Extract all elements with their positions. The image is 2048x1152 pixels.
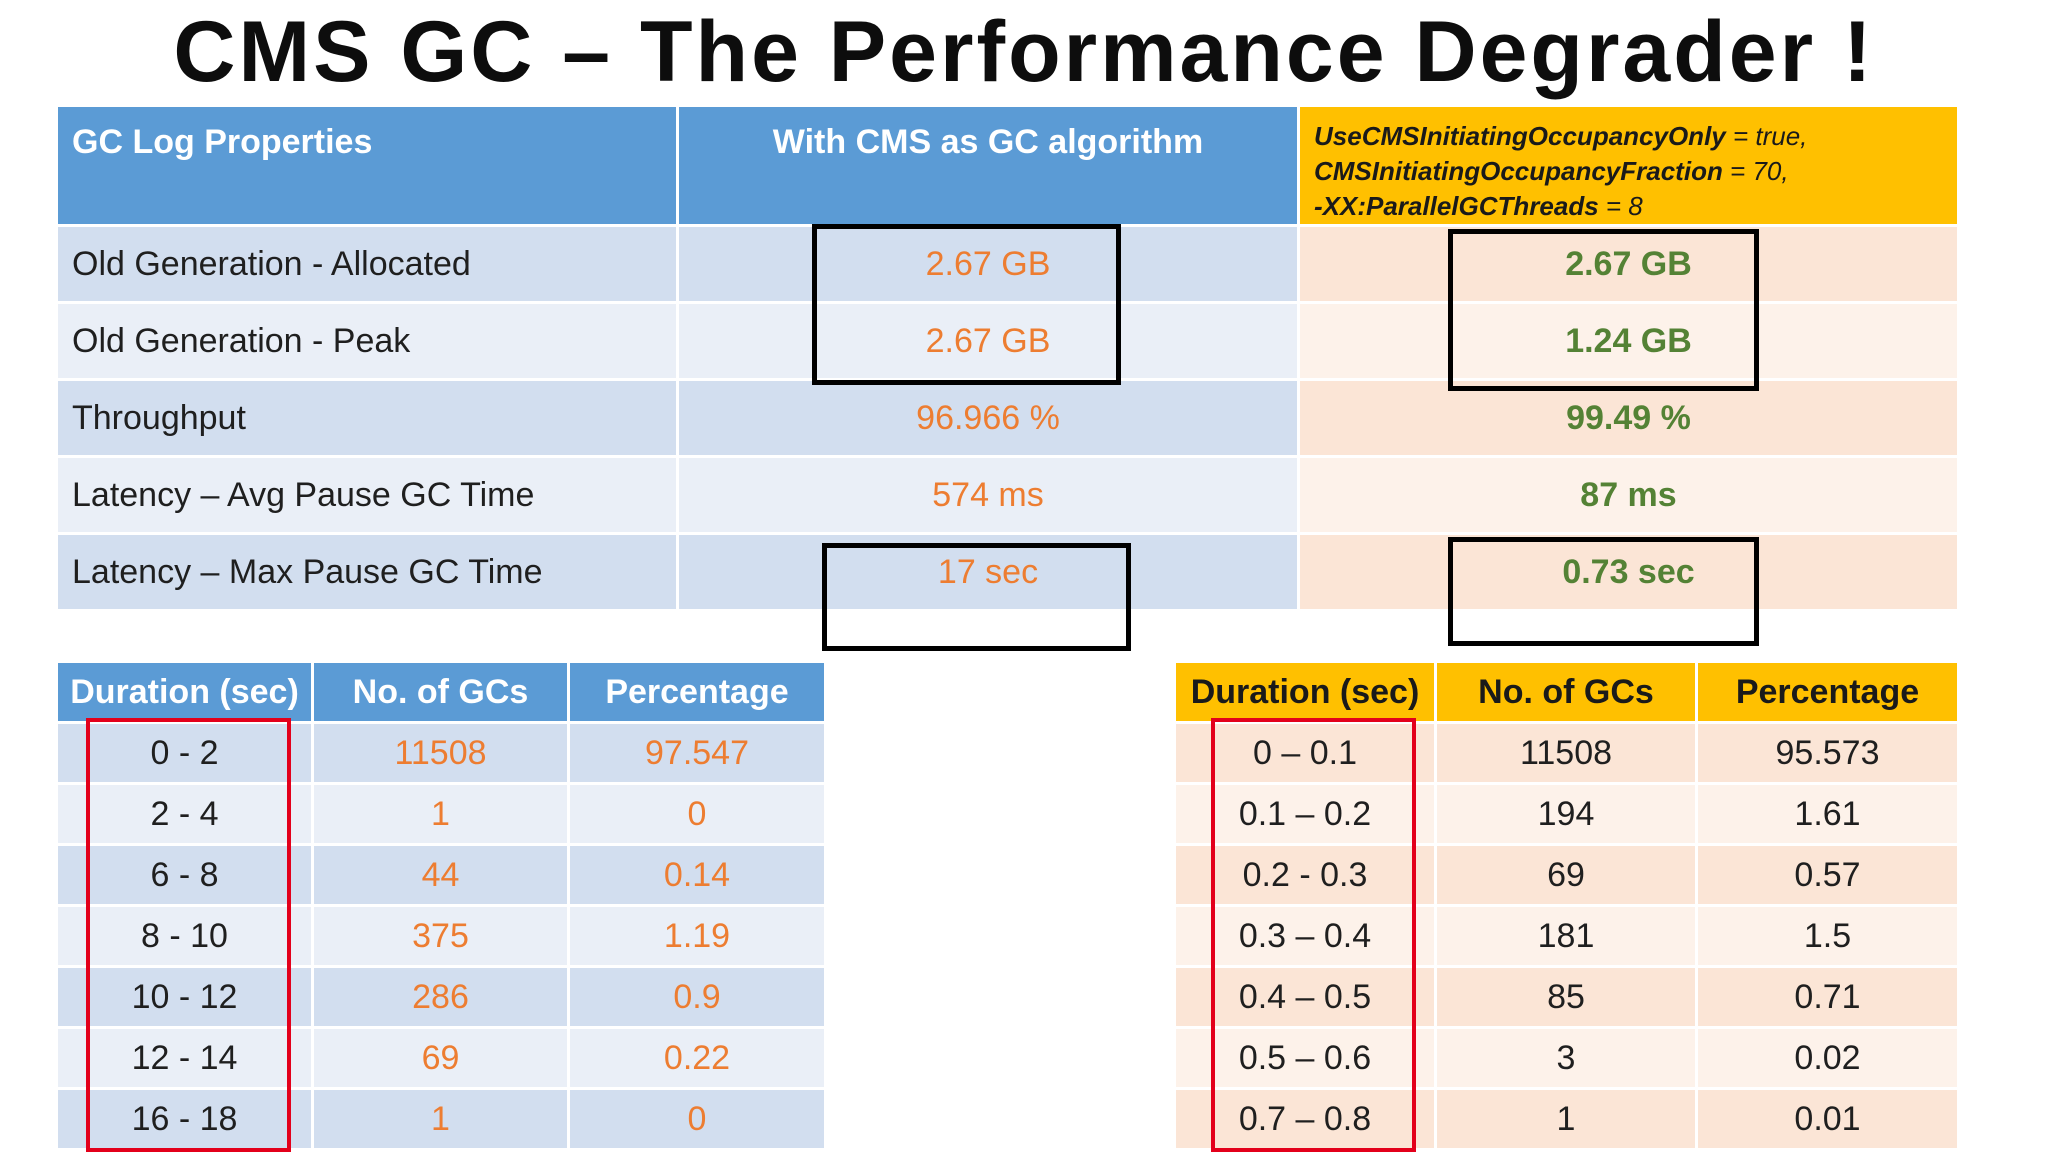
tuned-value: 99.49 % [1297, 378, 1960, 458]
duration-cell: 8 - 10 [55, 904, 314, 968]
percentage-cell: 0.71 [1695, 965, 1960, 1029]
row-max-pause: Latency – Max Pause GC Time 17 sec 0.73 … [55, 532, 1960, 612]
percentage-cell: 0.01 [1695, 1087, 1960, 1151]
comparison-table: GC Log Properties With CMS as GC algorit… [55, 104, 1960, 612]
table-row: 0.3 – 0.4 181 1.5 [1173, 904, 1960, 968]
table-row: 0.2 - 0.3 69 0.57 [1173, 843, 1960, 907]
count-cell: 181 [1434, 904, 1698, 968]
percentage-cell: 0.22 [567, 1026, 827, 1090]
duration-cell: 10 - 12 [55, 965, 314, 1029]
count-cell: 3 [1434, 1026, 1698, 1090]
tuned-value: 87 ms [1297, 455, 1960, 535]
header-no-of-gcs: No. of GCs [311, 660, 570, 724]
table-row: 16 - 18 1 0 [55, 1087, 827, 1151]
count-cell: 69 [1434, 843, 1698, 907]
tuned-duration-table: Duration (sec) No. of GCs Percentage 0 –… [1173, 660, 1960, 1151]
percentage-cell: 0.9 [567, 965, 827, 1029]
count-cell: 375 [311, 904, 570, 968]
percentage-cell: 97.547 [567, 721, 827, 785]
header-percentage: Percentage [1695, 660, 1960, 724]
duration-cell: 0.5 – 0.6 [1173, 1026, 1437, 1090]
cms-value: 96.966 % [676, 378, 1300, 458]
table-row: 0.5 – 0.6 3 0.02 [1173, 1026, 1960, 1090]
duration-cell: 0.4 – 0.5 [1173, 965, 1437, 1029]
tuned-value: 1.24 GB [1297, 301, 1960, 381]
table-row: 0.4 – 0.5 85 0.71 [1173, 965, 1960, 1029]
row-label: Old Generation - Allocated [55, 224, 679, 304]
cms-value: 17 sec [676, 532, 1300, 612]
row-avg-pause: Latency – Avg Pause GC Time 574 ms 87 ms [55, 455, 1960, 535]
table-row: 0 - 2 11508 97.547 [55, 721, 827, 785]
duration-cell: 6 - 8 [55, 843, 314, 907]
cms-value: 2.67 GB [676, 224, 1300, 304]
tuned-value: 0.73 sec [1297, 532, 1960, 612]
table-row: 10 - 12 286 0.9 [55, 965, 827, 1029]
row-throughput: Throughput 96.966 % 99.49 % [55, 378, 1960, 458]
slide-title: CMS GC – The Performance Degrader ! [173, 4, 1875, 100]
cms-duration-table: Duration (sec) No. of GCs Percentage 0 -… [55, 660, 827, 1151]
table-row: 0.7 – 0.8 1 0.01 [1173, 1087, 1960, 1151]
duration-cell: 0.1 – 0.2 [1173, 782, 1437, 846]
header-duration: Duration (sec) [1173, 660, 1437, 724]
table-header-row: Duration (sec) No. of GCs Percentage [55, 660, 827, 724]
cms-value: 2.67 GB [676, 301, 1300, 381]
percentage-cell: 0 [567, 782, 827, 846]
flag-line: UseCMSInitiatingOccupancyOnly = true, [1314, 121, 1808, 151]
count-cell: 194 [1434, 782, 1698, 846]
header-no-of-gcs: No. of GCs [1434, 660, 1698, 724]
tuned-value: 2.67 GB [1297, 224, 1960, 304]
percentage-cell: 95.573 [1695, 721, 1960, 785]
percentage-cell: 1.61 [1695, 782, 1960, 846]
row-label: Throughput [55, 378, 679, 458]
header-with-cms: With CMS as GC algorithm [676, 104, 1300, 227]
row-old-gen-peak: Old Generation - Peak 2.67 GB 1.24 GB [55, 301, 1960, 381]
flag-line: -XX:ParallelGCThreads = 8 [1314, 191, 1643, 221]
duration-cell: 12 - 14 [55, 1026, 314, 1090]
duration-cell: 0.7 – 0.8 [1173, 1087, 1437, 1151]
count-cell: 69 [311, 1026, 570, 1090]
count-cell: 44 [311, 843, 570, 907]
row-old-gen-allocated: Old Generation - Allocated 2.67 GB 2.67 … [55, 224, 1960, 304]
count-cell: 11508 [311, 721, 570, 785]
row-label: Latency – Avg Pause GC Time [55, 455, 679, 535]
row-label: Latency – Max Pause GC Time [55, 532, 679, 612]
cms-value: 574 ms [676, 455, 1300, 535]
table-row: 12 - 14 69 0.22 [55, 1026, 827, 1090]
count-cell: 1 [1434, 1087, 1698, 1151]
duration-cell: 0 – 0.1 [1173, 721, 1437, 785]
percentage-cell: 0.14 [567, 843, 827, 907]
duration-cell: 0.3 – 0.4 [1173, 904, 1437, 968]
percentage-cell: 1.5 [1695, 904, 1960, 968]
table-row: 0 – 0.1 11508 95.573 [1173, 721, 1960, 785]
percentage-cell: 1.19 [567, 904, 827, 968]
count-cell: 286 [311, 965, 570, 1029]
table-header-row: Duration (sec) No. of GCs Percentage [1173, 660, 1960, 724]
comparison-header-row: GC Log Properties With CMS as GC algorit… [55, 104, 1960, 227]
count-cell: 1 [311, 782, 570, 846]
count-cell: 85 [1434, 965, 1698, 1029]
duration-cell: 2 - 4 [55, 782, 314, 846]
header-tuned-flags: UseCMSInitiatingOccupancyOnly = true, CM… [1297, 104, 1960, 227]
duration-cell: 0.2 - 0.3 [1173, 843, 1437, 907]
percentage-cell: 0.02 [1695, 1026, 1960, 1090]
header-gc-log-properties: GC Log Properties [55, 104, 679, 227]
row-label: Old Generation - Peak [55, 301, 679, 381]
percentage-cell: 0 [567, 1087, 827, 1151]
flag-line: CMSInitiatingOccupancyFraction = 70, [1314, 156, 1789, 186]
count-cell: 11508 [1434, 721, 1698, 785]
duration-cell: 16 - 18 [55, 1087, 314, 1151]
table-row: 8 - 10 375 1.19 [55, 904, 827, 968]
header-percentage: Percentage [567, 660, 827, 724]
percentage-cell: 0.57 [1695, 843, 1960, 907]
count-cell: 1 [311, 1087, 570, 1151]
table-row: 2 - 4 1 0 [55, 782, 827, 846]
table-row: 6 - 8 44 0.14 [55, 843, 827, 907]
header-duration: Duration (sec) [55, 660, 314, 724]
table-row: 0.1 – 0.2 194 1.61 [1173, 782, 1960, 846]
duration-cell: 0 - 2 [55, 721, 314, 785]
